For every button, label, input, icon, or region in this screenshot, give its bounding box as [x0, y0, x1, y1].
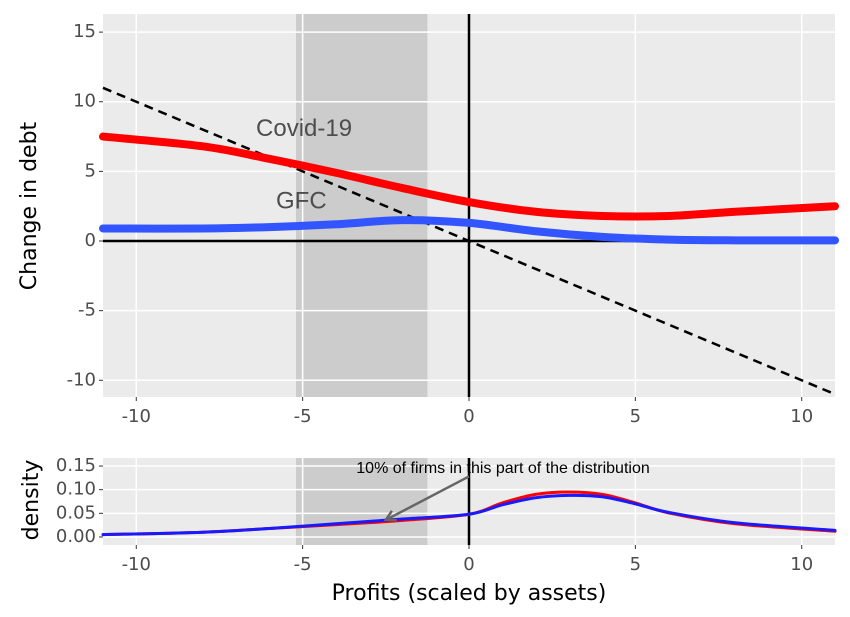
x-tick-label: -5 [294, 554, 312, 575]
reference-line [102, 86, 836, 396]
shaded-region [295, 458, 428, 545]
y-tick-label: 15 [73, 21, 96, 42]
x-tick-label: -10 [122, 406, 151, 427]
y-axis-title: density [19, 460, 44, 541]
y-tick-label: 0.05 [56, 502, 96, 523]
series-label: GFC [276, 187, 327, 214]
y-tick-label: -5 [78, 300, 96, 321]
x-tick-label: -10 [122, 554, 151, 575]
series-line [99, 216, 839, 245]
y-tick-label: 0.00 [56, 526, 96, 547]
shaded-region [295, 14, 428, 397]
x-tick-label: 5 [630, 406, 641, 427]
y-tick-label: 0.15 [56, 455, 96, 476]
y-tick-label: 10 [73, 91, 96, 112]
x-tick-label: 0 [463, 406, 474, 427]
x-axis-title: Profits (scaled by assets) [332, 581, 607, 606]
x-tick-label: 5 [630, 554, 641, 575]
y-tick-label: 0 [85, 230, 96, 251]
y-tick-label: -10 [67, 369, 96, 390]
x-tick-label: 10 [790, 406, 813, 427]
series-line [101, 493, 837, 537]
x-tick-label: -5 [294, 406, 312, 427]
y-tick-label: 0.10 [56, 479, 96, 500]
annotation: 10% of firms in this part of the distrib… [356, 460, 649, 477]
series-line [99, 132, 839, 221]
annotation-arrow [383, 475, 470, 522]
series-label: Covid-19 [256, 115, 352, 142]
y-axis-title: Change in debt [17, 121, 42, 290]
x-tick-label: 10 [790, 554, 813, 575]
x-tick-label: 0 [463, 554, 474, 575]
y-tick-label: 5 [85, 160, 96, 181]
